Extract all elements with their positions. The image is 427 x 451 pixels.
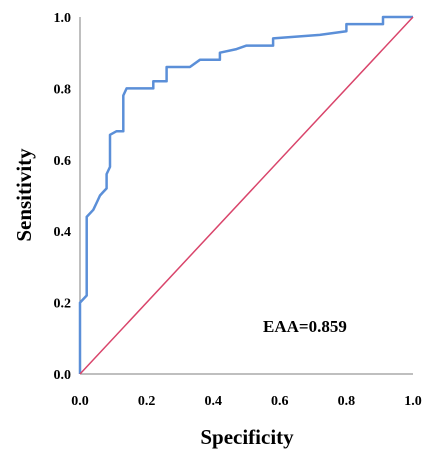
y-tick-label: 0.2: [54, 297, 72, 312]
x-tick-label: 0.6: [271, 394, 289, 409]
x-tick-label: 0.0: [71, 394, 89, 409]
x-tick-label: 0.2: [138, 394, 156, 409]
y-axis-title: Sensitivity: [12, 148, 36, 242]
series-layer: [78, 15, 414, 375]
roc-curve-line: [78, 15, 413, 374]
x-tick-label: 1.0: [404, 394, 422, 409]
tick-labels: 0.0 0.2 0.4 0.6 0.8 1.0 0.0 0.2 0.4 0.6 0.8 1.0: [54, 11, 422, 409]
y-tick-label: 0.0: [54, 368, 72, 383]
x-tick-label: 0.4: [204, 394, 222, 409]
x-tick-label: 0.8: [338, 394, 356, 409]
y-tick-label: 1.0: [54, 11, 72, 26]
auc-annotation: EAA=0.859: [263, 317, 347, 336]
y-tick-label: 0.8: [54, 82, 72, 97]
x-axis-title: Specificity: [200, 425, 294, 449]
reference-diagonal-line: [79, 16, 414, 375]
y-tick-label: 0.4: [54, 225, 72, 240]
y-tick-label: 0.6: [54, 154, 72, 169]
